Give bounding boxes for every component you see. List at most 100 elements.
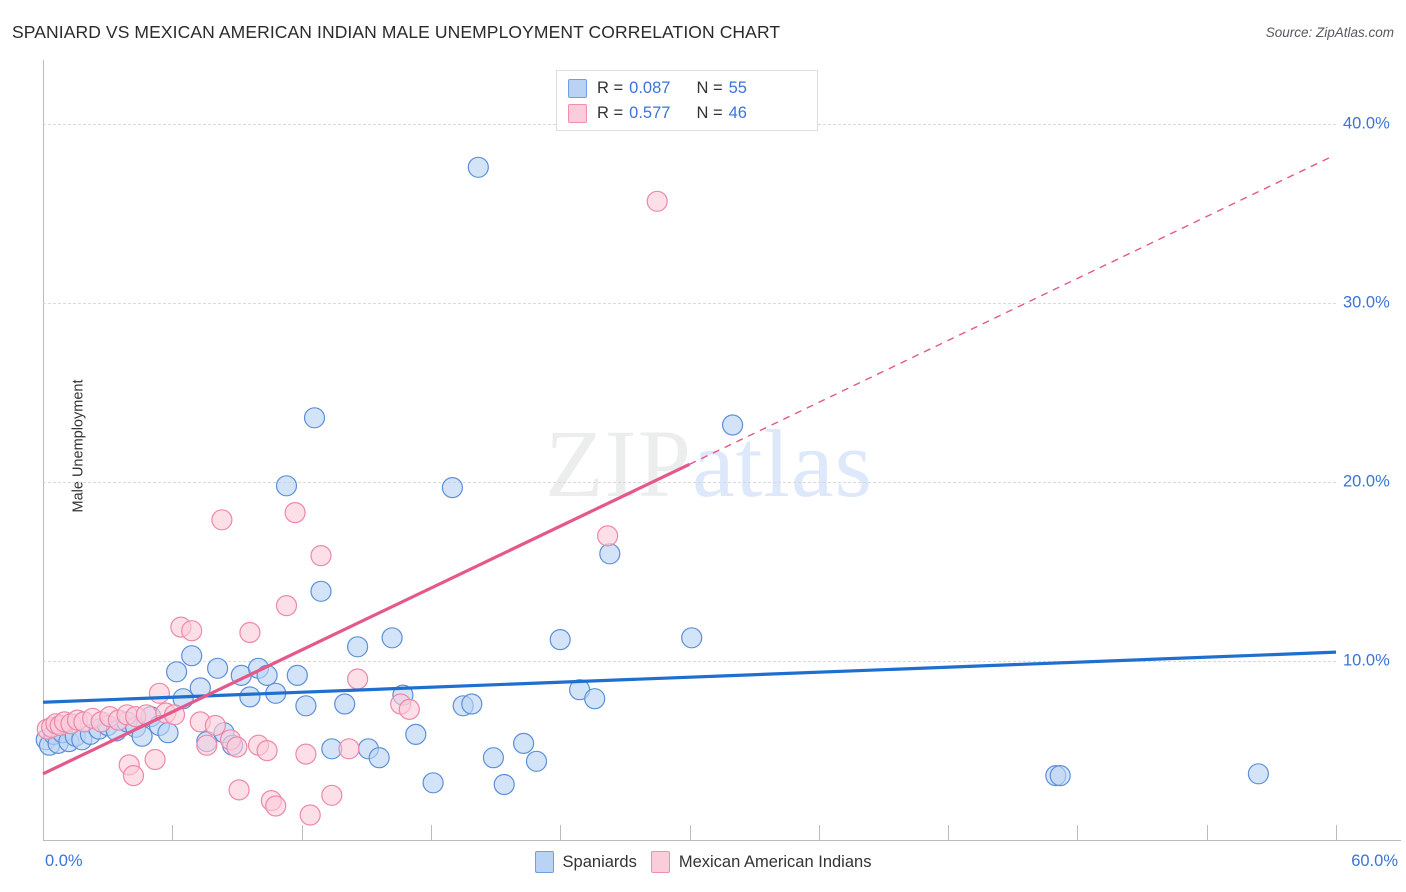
data-point <box>303 407 326 429</box>
legend-r-label-1: R = <box>597 78 624 97</box>
data-point <box>265 795 287 817</box>
x-tick <box>948 825 950 841</box>
gridline-y <box>43 482 1336 484</box>
data-point <box>207 657 229 679</box>
x-tick <box>172 825 174 841</box>
x-tick <box>1077 825 1079 841</box>
data-point <box>493 773 515 796</box>
data-point <box>284 501 306 524</box>
data-point <box>441 477 463 499</box>
data-point <box>482 747 504 769</box>
data-point <box>166 661 188 683</box>
series-legend-item-spaniards[interactable]: Spaniards <box>534 851 637 873</box>
data-point <box>286 664 308 687</box>
data-point <box>549 628 571 651</box>
data-point <box>295 743 317 765</box>
x-tick <box>430 825 432 841</box>
data-point <box>144 748 166 771</box>
series-swatch-blue <box>534 851 554 873</box>
data-point <box>299 804 321 826</box>
series-swatch-pink <box>650 851 670 873</box>
series-legend: Spaniards Mexican American Indians <box>0 851 1406 873</box>
data-point <box>681 627 703 649</box>
x-tick <box>43 825 44 841</box>
data-point <box>211 509 233 531</box>
data-point <box>181 645 203 667</box>
series-label-spaniards: Spaniards <box>562 852 637 871</box>
x-axis-min-label: 0.0% <box>45 852 83 870</box>
data-point <box>596 525 619 547</box>
legend-row-spaniards: R = 0.087 N = 55 <box>568 77 747 99</box>
data-point <box>398 698 420 721</box>
data-point <box>1049 764 1071 787</box>
legend-row-mexican-american-indians: R = 0.577 N = 46 <box>568 102 747 124</box>
data-point <box>204 714 226 737</box>
data-point <box>239 621 261 644</box>
data-point <box>381 627 403 649</box>
data-point <box>226 736 248 758</box>
data-point <box>181 620 203 642</box>
data-point <box>334 693 356 715</box>
data-point <box>338 738 360 760</box>
data-point <box>122 764 145 787</box>
legend-n-value-1: 55 <box>728 78 747 97</box>
x-tick <box>818 825 820 841</box>
legend-n-value-2: 46 <box>728 103 747 122</box>
data-point <box>347 668 369 690</box>
data-point <box>310 580 332 602</box>
data-point <box>512 732 535 755</box>
data-point <box>646 190 668 212</box>
data-point <box>422 772 444 794</box>
legend-n-label-2: N = <box>696 103 723 122</box>
source-label: Source: ZipAtlas.com <box>1265 25 1394 40</box>
data-point <box>310 544 332 567</box>
series-points-mexican-american-indians <box>36 190 668 826</box>
data-point <box>347 636 369 658</box>
trend-line-mexican-american-indians <box>42 462 691 776</box>
series-label-mexican-american-indians: Mexican American Indians <box>678 852 872 871</box>
x-tick <box>689 825 691 841</box>
gridline-y <box>43 661 1336 663</box>
x-axis-line <box>43 840 1401 841</box>
data-point <box>584 688 606 710</box>
series-points-spaniards <box>35 156 1270 796</box>
data-point <box>467 156 489 178</box>
data-point <box>295 695 317 717</box>
gridline-y <box>43 303 1336 305</box>
data-point <box>239 686 261 708</box>
data-point <box>368 747 390 769</box>
y-tick-label: 30.0% <box>1343 293 1390 312</box>
data-point <box>461 693 483 715</box>
data-point <box>157 722 179 744</box>
correlation-legend: R = 0.087 N = 55 R = 0.577 N = 46 <box>556 70 818 131</box>
data-point <box>228 779 250 801</box>
data-point <box>256 739 278 762</box>
legend-swatch-pink <box>568 103 587 123</box>
data-point <box>275 475 298 497</box>
data-point <box>525 750 548 772</box>
x-axis-max-label: 60.0% <box>1351 852 1398 870</box>
data-point <box>148 682 170 704</box>
legend-r-value-2: 0.577 <box>629 103 671 122</box>
y-tick-label: 40.0% <box>1343 114 1390 133</box>
data-point <box>599 543 621 565</box>
series-legend-item-mexican-american-indians[interactable]: Mexican American Indians <box>650 851 872 873</box>
x-tick <box>560 825 562 841</box>
data-point <box>405 723 427 746</box>
data-point <box>196 734 218 756</box>
legend-r-value-1: 0.087 <box>629 78 671 97</box>
data-point <box>275 594 298 617</box>
page-title: SPANIARD VS MEXICAN AMERICAN INDIAN MALE… <box>12 22 781 42</box>
legend-swatch-blue <box>568 78 587 98</box>
data-point <box>321 784 343 806</box>
data-point <box>721 414 744 436</box>
x-tick <box>1336 825 1337 841</box>
y-tick-label: 20.0% <box>1343 472 1390 491</box>
x-tick <box>301 825 303 841</box>
trend-line-extension-mexican-american-indians <box>689 155 1332 465</box>
legend-r-label-2: R = <box>597 103 624 122</box>
y-axis-line <box>43 60 44 841</box>
trend-line-spaniards <box>42 650 1337 704</box>
